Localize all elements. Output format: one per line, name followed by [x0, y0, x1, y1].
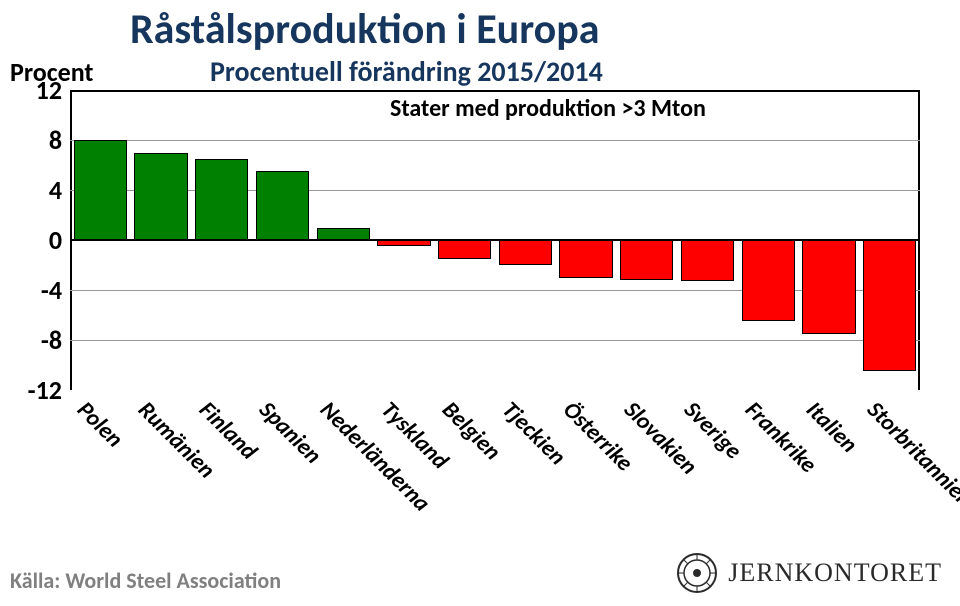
bar	[317, 228, 370, 241]
chart-subtitle: Procentuell förändring 2015/2014	[210, 54, 603, 89]
logo: JERNKONTORET	[676, 552, 942, 594]
bar	[499, 240, 552, 265]
bar	[195, 159, 248, 240]
bar	[256, 171, 309, 240]
bar	[742, 240, 795, 321]
category-label: Tjeckien	[496, 396, 571, 471]
seal-icon	[676, 552, 718, 594]
source-text: Källa: World Steel Association	[10, 567, 281, 594]
chart-title: Råstålsproduktion i Europa	[130, 4, 600, 55]
ytick-label: 4	[49, 174, 62, 206]
bar	[438, 240, 491, 259]
ytick-label: 0	[49, 224, 62, 256]
logo-text: JERNKONTORET	[728, 558, 942, 588]
gridline	[70, 340, 920, 341]
ytick-label: -4	[41, 274, 62, 306]
bar	[681, 240, 734, 281]
chart-plot-area: 12840-4-8-12	[70, 90, 920, 390]
bar	[802, 240, 855, 334]
category-label: Storbritannien	[861, 396, 960, 513]
category-label: Spanien	[254, 396, 328, 470]
bar	[377, 240, 430, 246]
bar	[134, 153, 187, 241]
ytick-label: 12	[36, 74, 62, 106]
ytick-label: -8	[41, 324, 62, 356]
category-label: Polen	[71, 396, 128, 453]
ytick-label: -12	[28, 374, 62, 406]
ytick-label: 8	[49, 124, 62, 156]
bar	[559, 240, 612, 278]
bar	[620, 240, 673, 280]
bar	[74, 140, 127, 240]
bar	[863, 240, 916, 371]
gridline	[70, 140, 920, 141]
